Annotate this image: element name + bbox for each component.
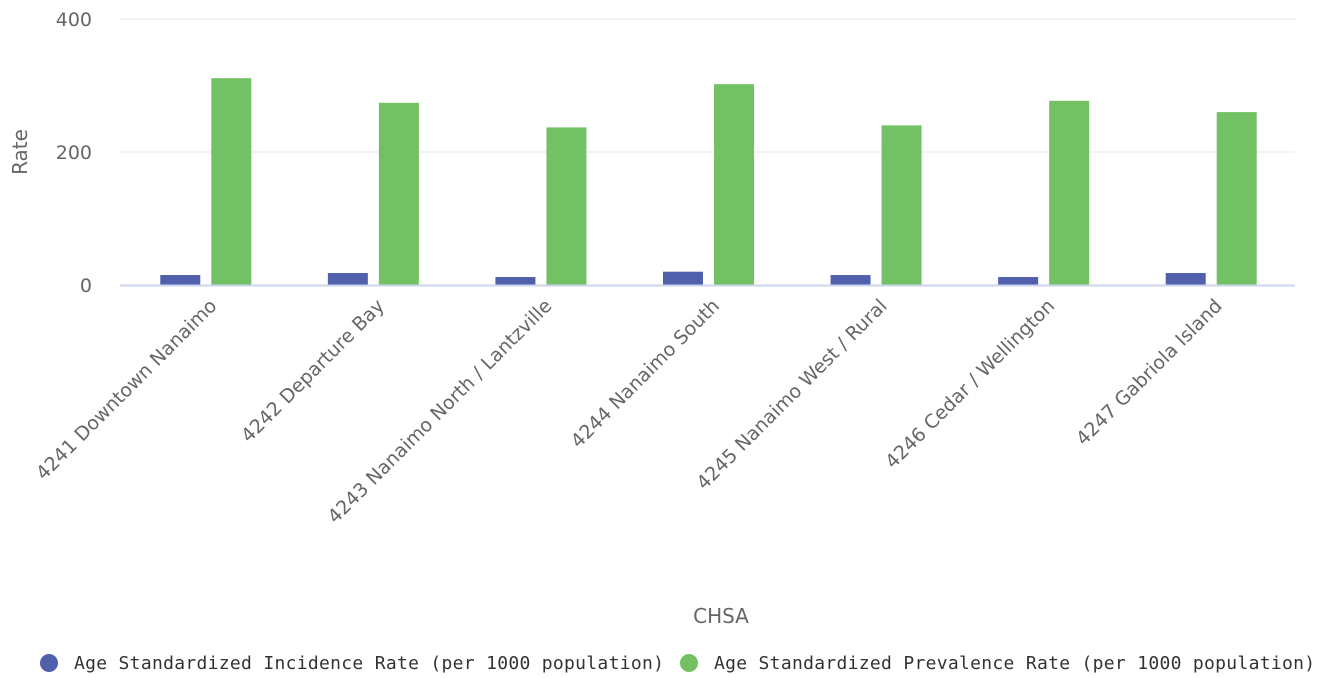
bar-prevalence[interactable]	[881, 125, 922, 286]
bar-incidence[interactable]	[495, 277, 536, 285]
y-tick-label: 400	[56, 9, 92, 31]
bar-incidence[interactable]	[160, 275, 201, 285]
bar-incidence[interactable]	[830, 275, 871, 285]
bar-incidence[interactable]	[327, 273, 368, 285]
x-tick-label: 4247 Gabriola Island	[1072, 295, 1227, 450]
x-tick-label: 4242 Departure Bay	[237, 295, 389, 447]
x-tick-label: 4246 Cedar / Wellington	[881, 295, 1059, 473]
x-tick-label: 4241 Downtown Nanaimo	[32, 295, 221, 484]
legend-marker-prevalence	[680, 654, 698, 672]
bar-prevalence[interactable]	[211, 78, 252, 285]
x-tick-label: 4244 Nanaimo South	[567, 295, 724, 452]
bar-prevalence[interactable]	[378, 102, 419, 285]
bar-prevalence[interactable]	[546, 127, 587, 286]
bar-prevalence[interactable]	[1049, 100, 1090, 285]
bar-prevalence[interactable]	[714, 84, 754, 285]
legend-item-incidence[interactable]: Age Standardized Incidence Rate (per 100…	[40, 648, 664, 678]
legend-marker-incidence	[40, 654, 58, 672]
bar-incidence[interactable]	[1165, 273, 1206, 285]
gridlines	[120, 18, 1295, 153]
legend-label-prevalence: Age Standardized Prevalence Rate (per 10…	[714, 652, 1316, 674]
y-axis-ticks: 0 200 400	[56, 9, 92, 297]
bars	[160, 78, 1257, 286]
x-axis-labels: 4241 Downtown Nanaimo 4242 Departure Bay 4…	[32, 295, 1227, 528]
legend-label-incidence: Age Standardized Incidence Rate (per 100…	[74, 652, 665, 674]
bar-prevalence[interactable]	[1216, 112, 1257, 285]
legend-item-prevalence[interactable]: Age Standardized Prevalence Rate (per 10…	[680, 648, 1315, 678]
bar-incidence[interactable]	[998, 277, 1039, 285]
y-tick-label: 200	[56, 142, 92, 164]
x-tick-label: 4245 Nanaimo West / Rural	[692, 295, 891, 494]
y-tick-label: 0	[80, 275, 92, 297]
x-axis-title: CHSA	[693, 604, 749, 628]
legend: Age Standardized Incidence Rate (per 100…	[0, 648, 1322, 678]
y-axis-title: Rate	[8, 129, 32, 175]
bar-incidence[interactable]	[663, 271, 703, 285]
